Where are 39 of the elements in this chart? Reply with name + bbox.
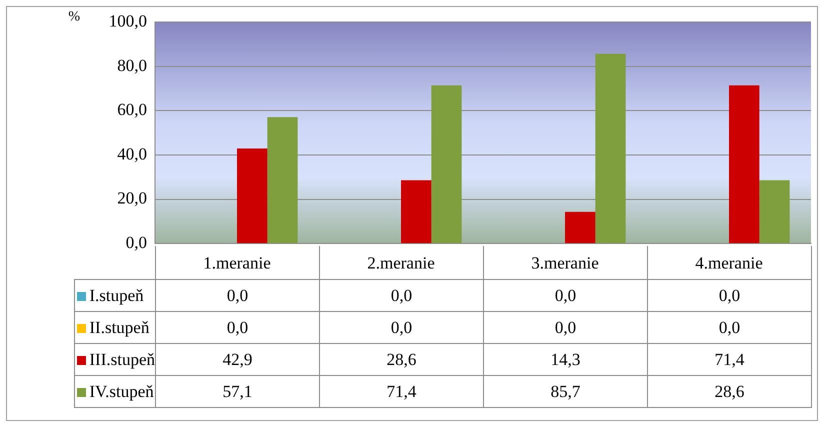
bar bbox=[565, 212, 596, 244]
bar bbox=[595, 54, 626, 244]
data-label: 0,0 bbox=[320, 312, 484, 344]
data-label: 0,0 bbox=[648, 312, 812, 344]
legend-label: I.stupeň bbox=[74, 280, 156, 312]
bar bbox=[267, 117, 298, 244]
data-label: 85,7 bbox=[484, 376, 648, 408]
data-label: 0,0 bbox=[484, 280, 648, 312]
data-label: 71,4 bbox=[320, 376, 484, 408]
y-tick-label: 20,0 bbox=[117, 188, 147, 208]
y-axis-title: % bbox=[68, 10, 80, 25]
y-tick-label: 0,0 bbox=[126, 233, 147, 252]
legend-label: IV.stupeň bbox=[74, 376, 156, 408]
data-label: 0,0 bbox=[648, 280, 812, 312]
data-label: 0,0 bbox=[156, 280, 320, 312]
data-label: 14,3 bbox=[484, 344, 648, 376]
bar bbox=[729, 85, 760, 244]
bar bbox=[431, 85, 462, 244]
data-label: 71,4 bbox=[648, 344, 812, 376]
data-label: 0,0 bbox=[484, 312, 648, 344]
y-tick-label: 100,0 bbox=[108, 11, 147, 30]
data-label: 42,9 bbox=[156, 344, 320, 376]
legend-label: III.stupeň bbox=[74, 344, 156, 376]
x-tick-label: 2.meranie bbox=[367, 253, 435, 272]
bar bbox=[237, 148, 268, 244]
data-label: 28,6 bbox=[648, 376, 812, 408]
data-label: 0,0 bbox=[320, 280, 484, 312]
data-label: 57,1 bbox=[156, 376, 320, 408]
y-tick-label: 60,0 bbox=[117, 100, 147, 120]
bar bbox=[759, 180, 790, 244]
y-tick-label: 80,0 bbox=[117, 56, 147, 75]
data-label: 0,0 bbox=[156, 312, 320, 344]
x-tick-label: 4.meranie bbox=[695, 253, 763, 272]
x-tick-label: 1.meranie bbox=[203, 253, 271, 272]
data-label: 28,6 bbox=[320, 344, 484, 376]
bar bbox=[401, 180, 432, 244]
legend-label: II.stupeň bbox=[74, 312, 156, 344]
x-tick-label: 3.meranie bbox=[531, 253, 599, 272]
y-tick-label: 40,0 bbox=[117, 144, 147, 164]
